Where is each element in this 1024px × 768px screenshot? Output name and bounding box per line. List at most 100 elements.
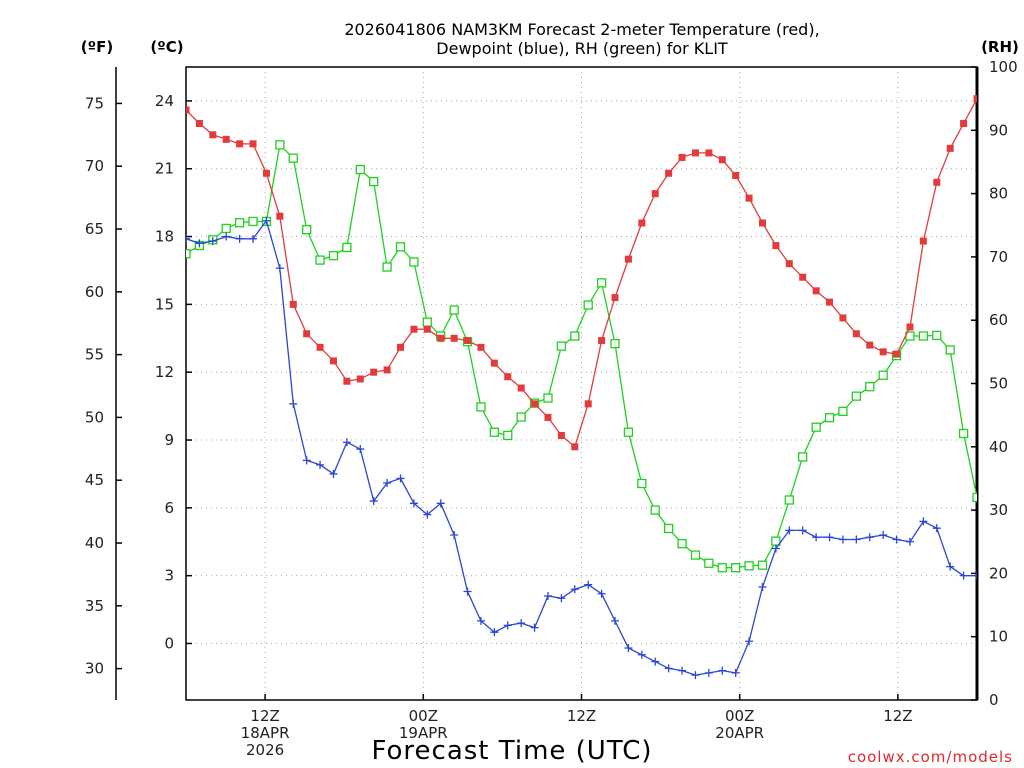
- x-tick-label: 20APR: [715, 724, 764, 742]
- temperature-point: [879, 348, 887, 356]
- dewpoint-point: [892, 535, 901, 544]
- dewpoint-point: [249, 234, 258, 243]
- fahrenheit-tick-label: 35: [85, 597, 104, 615]
- dewpoint-point: [463, 587, 472, 596]
- temperature-point: [397, 343, 405, 351]
- temperature-point: [356, 375, 364, 383]
- dewpoint-point: [919, 517, 928, 526]
- temperature-point: [236, 140, 244, 148]
- rh-point: [865, 382, 875, 392]
- dewpoint-point: [409, 499, 418, 508]
- rh-point: [878, 370, 888, 380]
- temperature-point: [611, 294, 619, 302]
- celsius-tick-label: 18: [155, 228, 174, 246]
- rh-point: [784, 495, 794, 505]
- rh-point: [543, 393, 553, 403]
- temperature-point: [678, 153, 686, 161]
- temperature-point: [973, 95, 977, 103]
- temperature-point: [799, 273, 807, 281]
- rh-point: [382, 262, 392, 272]
- grid-lines: [186, 67, 977, 700]
- temperature-point: [826, 298, 834, 306]
- temperature-point: [410, 325, 418, 333]
- dewpoint-point: [208, 237, 217, 246]
- rh-tick-label: 30: [989, 501, 1008, 519]
- dewpoint-point: [785, 526, 794, 535]
- rh-tick-label: 60: [989, 311, 1008, 329]
- temperature-point: [370, 368, 378, 376]
- dewpoint-point: [959, 571, 968, 580]
- rh-tick-label: 50: [989, 375, 1008, 393]
- temperature-point: [222, 135, 230, 143]
- rh-point: [623, 427, 634, 437]
- dewpoint-point: [436, 499, 445, 508]
- temperature-point: [598, 337, 606, 345]
- rh-tick-label: 20: [989, 564, 1008, 582]
- rh-point: [744, 561, 754, 571]
- temperature-point: [933, 178, 941, 186]
- rh-point: [234, 218, 245, 228]
- dewpoint-point: [584, 580, 593, 589]
- temperature-point: [785, 260, 793, 268]
- dewpoint-point: [329, 469, 338, 478]
- dewpoint-point: [186, 234, 190, 243]
- x-tick-label: 00Z: [725, 707, 754, 725]
- dewpoint-series: [186, 216, 977, 680]
- rh-point: [516, 412, 526, 422]
- dewpoint-point: [342, 438, 351, 447]
- rh-point: [355, 164, 365, 175]
- dewpoint-point: [624, 644, 633, 653]
- temperature-point: [504, 373, 512, 381]
- dewpoint-point: [946, 562, 955, 571]
- fahrenheit-tick-label: 75: [85, 94, 104, 112]
- dewpoint-point: [745, 637, 754, 646]
- rh-point: [570, 331, 580, 341]
- temperature-point: [571, 443, 579, 451]
- dewpoint-point: [316, 460, 325, 469]
- rh-tick-label: 0: [989, 691, 999, 709]
- celsius-tick-label: 9: [164, 431, 174, 449]
- rh-point: [918, 331, 929, 341]
- x-axis-title: Forecast Time (UTC): [371, 736, 652, 766]
- rh-point: [476, 402, 486, 412]
- rh-point: [717, 563, 727, 573]
- temperature-point: [638, 219, 646, 227]
- x-tick-label: 2026: [246, 741, 284, 759]
- temperature-point: [195, 120, 203, 128]
- celsius-tick-label: 24: [155, 92, 174, 110]
- fahrenheit-tick-label: 50: [85, 408, 104, 426]
- rh-point: [650, 505, 660, 515]
- temperature-point: [544, 413, 552, 421]
- rh-point: [186, 249, 191, 259]
- temperature-point: [866, 341, 874, 349]
- rh-point: [369, 176, 379, 187]
- rh-point: [690, 550, 701, 560]
- rh-point: [275, 140, 285, 150]
- temperature-point: [651, 190, 659, 198]
- dewpoint-point: [932, 524, 941, 533]
- rh-tick-label: 70: [989, 248, 1008, 266]
- fahrenheit-tick-label: 55: [85, 346, 104, 364]
- rh-point: [288, 153, 298, 163]
- celsius-tick-label: 0: [164, 634, 174, 652]
- dewpoint-point: [651, 657, 660, 666]
- dewpoint-point: [423, 510, 432, 519]
- rh-point: [342, 242, 352, 253]
- fahrenheit-tick-label: 65: [85, 220, 104, 238]
- rh-point: [838, 406, 848, 417]
- celsius-tick-label: 12: [155, 363, 174, 381]
- fahrenheit-tick-label: 40: [85, 534, 104, 552]
- temperature-point: [477, 343, 485, 351]
- rh-point: [663, 523, 674, 534]
- temperature-point: [490, 359, 498, 367]
- temperature-point: [906, 323, 914, 331]
- dewpoint-point: [570, 585, 579, 594]
- rh-point: [811, 422, 821, 432]
- dewpoint-point: [289, 399, 298, 408]
- temperature-point: [209, 131, 217, 139]
- dewpoint-point: [678, 666, 687, 675]
- temperature-point: [732, 172, 740, 180]
- x-tick-label: 00Z: [409, 707, 438, 725]
- temperature-point: [329, 357, 337, 365]
- dewpoint-point: [557, 594, 566, 603]
